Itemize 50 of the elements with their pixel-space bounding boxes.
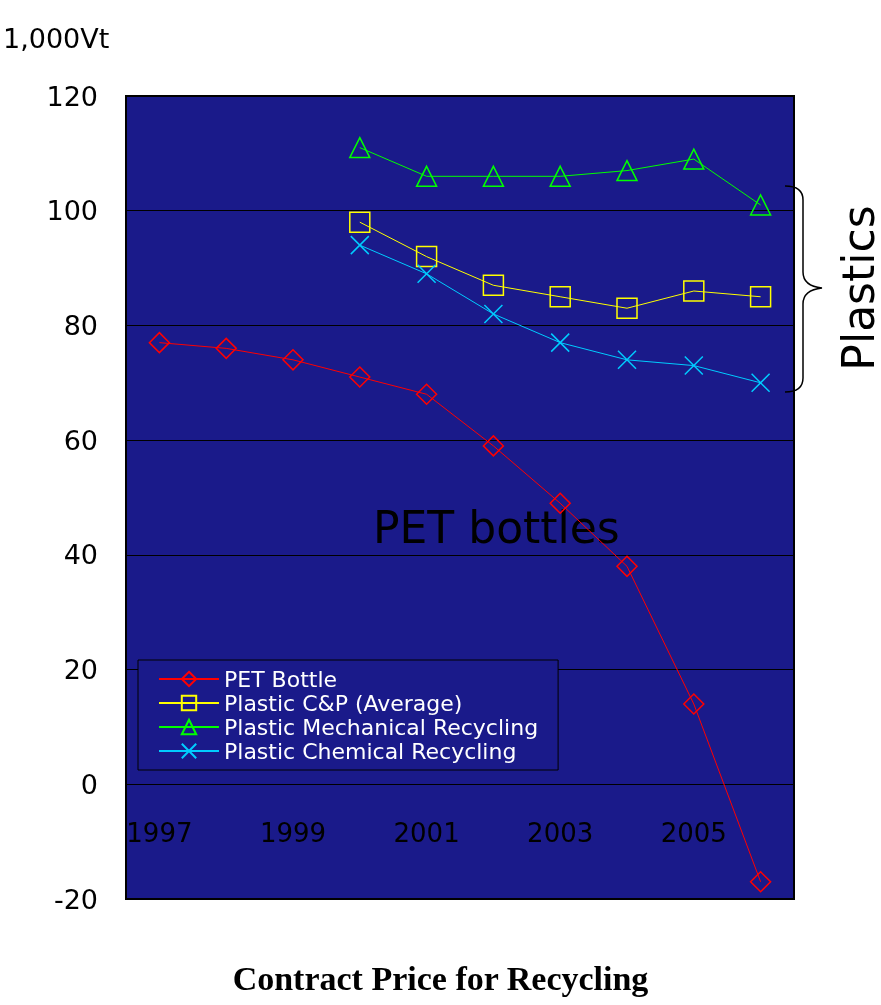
x-tick-label: 1999 — [259, 818, 327, 849]
point — [148, 331, 171, 354]
legend-label: Plastic C&P (Average) — [224, 690, 463, 716]
y-tick-label: 80 — [63, 309, 98, 341]
point — [683, 693, 705, 715]
point — [350, 235, 370, 255]
legend-label: Plastic Chemical Recycling — [224, 738, 517, 764]
y-tick-label: 120 — [46, 80, 98, 112]
point — [349, 211, 371, 233]
x-tick-label: 1997 — [126, 818, 193, 849]
point — [550, 332, 570, 353]
x-tick-label: 2001 — [393, 818, 460, 849]
point — [616, 555, 638, 578]
point — [482, 165, 505, 188]
point — [750, 373, 771, 393]
legend-label: PET Bottle — [224, 666, 338, 692]
point — [483, 304, 504, 324]
y-tick-label: 0 — [80, 768, 98, 800]
y-tick-label: 100 — [46, 195, 98, 227]
point — [749, 871, 772, 893]
y-tick-label: 40 — [63, 539, 98, 571]
point — [215, 337, 237, 360]
point — [415, 383, 438, 406]
y-tick-label: -20 — [53, 883, 98, 915]
point — [482, 435, 505, 457]
text: Plastics — [832, 205, 881, 371]
point — [616, 159, 638, 182]
point — [683, 280, 705, 302]
point — [683, 148, 705, 170]
point — [415, 245, 438, 268]
point — [749, 286, 772, 308]
point — [416, 264, 437, 284]
point — [549, 165, 571, 188]
y-tick-label: 60 — [63, 424, 98, 456]
y-tick-label: 20 — [63, 654, 98, 686]
point — [549, 286, 571, 308]
point — [415, 165, 438, 188]
point — [482, 274, 505, 297]
x-tick-label: 2005 — [660, 818, 727, 849]
x-tick-label: 2003 — [527, 818, 594, 849]
point — [684, 355, 704, 376]
point — [282, 349, 304, 371]
legend-label: Plastic Mechanical Recycling — [224, 714, 539, 740]
point — [349, 136, 371, 159]
point — [749, 194, 772, 216]
text: Contract Price for Recycling — [232, 959, 649, 997]
point — [617, 350, 637, 370]
point — [616, 297, 638, 319]
point — [349, 366, 371, 388]
y-axis-title: 1,000Vt — [3, 23, 110, 54]
